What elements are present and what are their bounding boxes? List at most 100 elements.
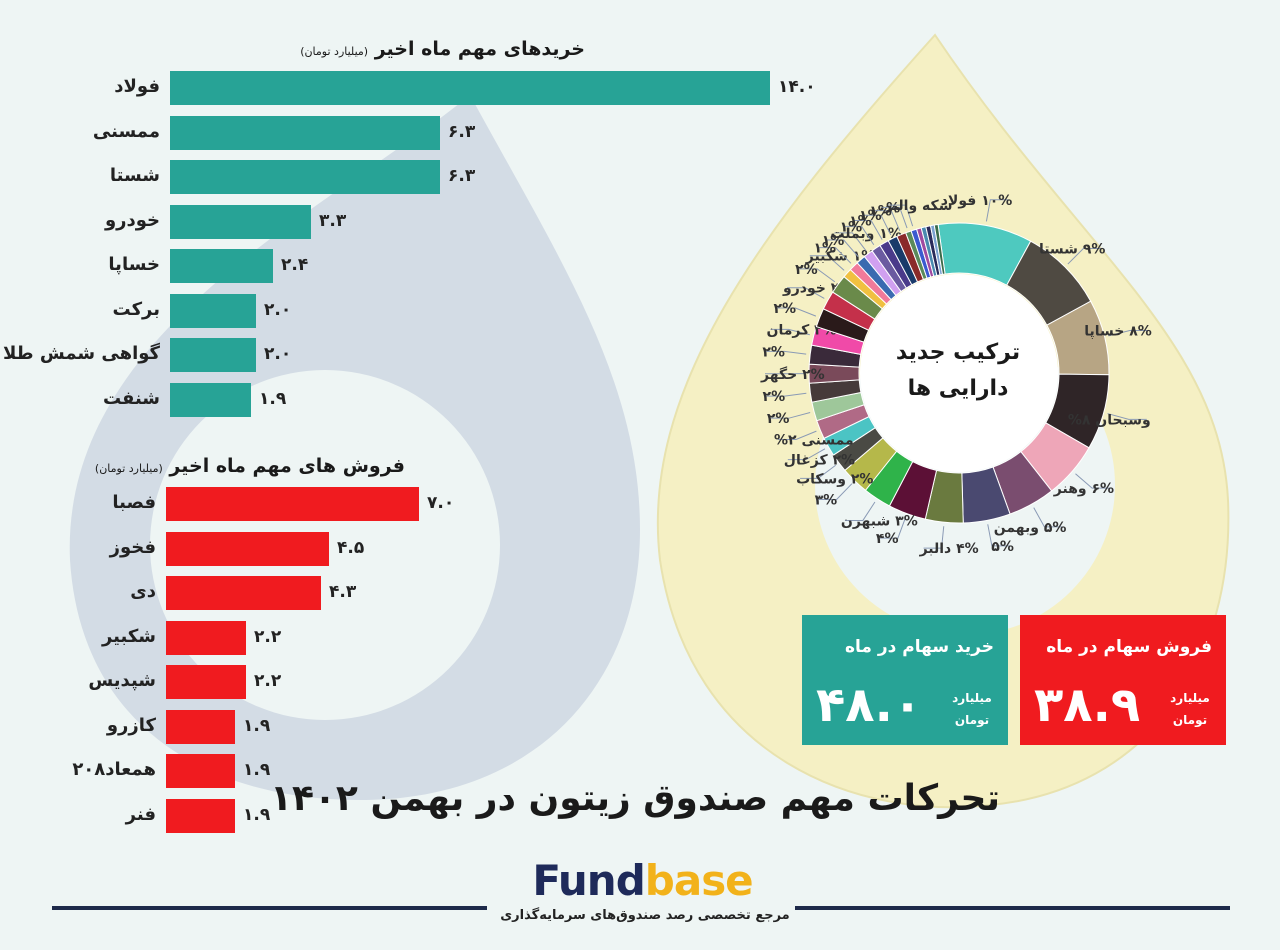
donut-slice-label: وسبحان ۸% xyxy=(1068,412,1151,428)
donut-leader-line xyxy=(881,206,908,229)
buy-chart-value-label: ۲.۰ xyxy=(264,344,292,364)
sell-chart-bar xyxy=(166,709,235,744)
footer-divider-left xyxy=(52,906,487,910)
donut-leader-line xyxy=(985,199,1009,222)
donut-slice-label: ۱% xyxy=(859,208,882,224)
donut-leader-line xyxy=(873,210,901,232)
donut-leader-line xyxy=(1033,507,1063,528)
buy-chart-category-label: خودرو xyxy=(104,209,160,231)
buy-chart-category-label: ممسنی xyxy=(92,120,160,142)
buy-box-title: خرید سهام در ماه xyxy=(844,637,994,657)
donut-slice-label: ۵% وبهمن xyxy=(994,520,1067,536)
donut-slice-label: ۱% شکبیر xyxy=(805,249,876,265)
buy-chart-category-label: خساپا xyxy=(108,254,160,275)
fundbase-logo: Fundbase xyxy=(515,856,770,905)
buy-chart-bar xyxy=(170,71,770,105)
buy-chart-category-label: شستا xyxy=(109,165,160,186)
donut-slice-label: ۵% xyxy=(991,539,1014,555)
sell-chart-value-label: ۴.۳ xyxy=(329,582,357,602)
donut-leader-line xyxy=(863,214,892,236)
donut-leader-line xyxy=(888,204,914,227)
buy-chart-value-label: ۲.۴ xyxy=(281,255,309,275)
sell-chart-value-label: ۲.۲ xyxy=(254,626,282,647)
buy-chart-category-label: فولاد xyxy=(114,76,160,97)
donut-slice-label: ۲% xyxy=(773,301,796,317)
sell-chart-category-label: فنر xyxy=(125,803,156,825)
donut-slice-label: ۱% xyxy=(822,233,845,249)
donut-slice-label: ۲% حگهر xyxy=(760,366,825,383)
donut-slice-label: ممسنی ۲% xyxy=(774,432,854,448)
donut-slice-label: ۱% xyxy=(840,219,863,235)
buy-chart-value-label: ۶.۳ xyxy=(448,121,476,142)
sell-chart-bar xyxy=(166,620,246,655)
logo-part2: base xyxy=(644,856,754,905)
donut-leader-line xyxy=(787,287,825,299)
sell-chart-bar xyxy=(166,487,419,521)
sell-chart-value-label: ۱.۹ xyxy=(243,715,271,736)
buy-chart-category-label: گواهی شمش طلا xyxy=(3,343,160,364)
buy-chart-value-label: ۶.۳ xyxy=(448,166,476,186)
donut-leader-line xyxy=(787,448,826,461)
sell-chart-category-label: فخوز xyxy=(109,536,156,558)
buy-box-unit: میلیارد تومان xyxy=(944,687,1000,731)
donut-leader-line xyxy=(834,232,867,251)
donut-center-line2: دارایی ها xyxy=(907,376,1009,401)
footer-divider-right xyxy=(795,906,1230,910)
sell-chart-bar xyxy=(166,754,235,788)
donut-slice-label: ۱۰% فولاد xyxy=(941,193,1013,209)
donut-leader-line xyxy=(879,517,907,539)
donut-center xyxy=(860,274,1058,472)
donut-slice-label: ۰% xyxy=(878,200,901,216)
buy-chart-bar xyxy=(170,338,256,372)
sell-chart-bar xyxy=(166,798,235,833)
donut-leader-line xyxy=(800,464,836,479)
sell-chart-category-label: همعاد۲۰۸ xyxy=(72,759,156,780)
buy-chart-category-label: برکت xyxy=(112,298,160,320)
donut-center-line1: ترکیب جدید xyxy=(895,340,1021,365)
sell-chart-category-label: کازرو xyxy=(106,714,156,736)
donut-leader-line xyxy=(770,412,811,419)
logo-part1: Fund xyxy=(532,856,645,905)
donut-slice xyxy=(933,223,946,275)
sell-chart-category-label: دی xyxy=(130,581,156,602)
donut-leader-line xyxy=(853,220,883,240)
donut-leader-line xyxy=(766,350,807,355)
donut-slice-label: ۲% xyxy=(763,389,786,405)
asset-donut-chart: ۱۰% فولاد ۹% شستا ۸% خساپا وسبحان ۸% ۶% وهنر… xyxy=(760,193,1152,557)
donut-slice-label: ۲% کزغال xyxy=(784,453,855,469)
donut-slice-label: ۲% xyxy=(762,344,785,360)
donut-leader-line xyxy=(843,225,875,246)
sell-chart-category-label: شکبیر xyxy=(101,625,156,647)
donut-leader-line xyxy=(809,255,845,271)
donut-slice-label: ۳% شبهرن xyxy=(841,513,918,529)
buy-chart-bar xyxy=(170,115,440,150)
buy-chart-bar xyxy=(170,249,273,283)
donut-center-label: ترکیب جدید دارایی ها xyxy=(883,335,1033,407)
buy-chart-value-label: ۱.۹ xyxy=(259,388,287,409)
donut-slice-label: ۹% شستا xyxy=(1039,241,1105,257)
buy-box-unit-line2: تومان xyxy=(954,713,990,727)
sell-chart-value-label: ۴.۵ xyxy=(337,537,365,558)
donut-slice-label: ۲% وسکاب xyxy=(796,471,873,487)
donut-slice-label: ۶% وهنر xyxy=(1053,481,1114,497)
buy-chart-bar xyxy=(170,160,440,194)
sell-chart-bar xyxy=(166,665,246,699)
donut-leader-line xyxy=(766,392,807,397)
buy-box-unit-line1: میلیارد xyxy=(952,691,992,705)
buy-chart-category-label: شنفت xyxy=(102,387,160,409)
donut-leader-line xyxy=(799,268,836,283)
donut-leader-line xyxy=(923,526,945,549)
buy-summary-box: خرید سهام در ماه ۴۸.۰ میلیارد تومان xyxy=(802,615,1008,745)
donut-leader-line xyxy=(1107,413,1147,420)
sell-chart-bar xyxy=(166,531,329,566)
donut-leader-line xyxy=(1067,247,1102,265)
sell-chart-value-label: ۱.۹ xyxy=(243,760,271,780)
donut-leader-line xyxy=(770,328,810,336)
sell-chart-value-label: ۱.۹ xyxy=(243,804,271,825)
main-title: تحرکات مهم صندوق زیتون در بهمن ۱۴۰۲ xyxy=(270,778,1000,819)
buy-chart-value-label: ۳.۳ xyxy=(319,210,347,231)
donut-slice-label: ۱% xyxy=(849,214,872,230)
donut-slice-label: ۱% xyxy=(813,241,836,257)
sell-chart-category-label: فصبا xyxy=(112,492,156,513)
